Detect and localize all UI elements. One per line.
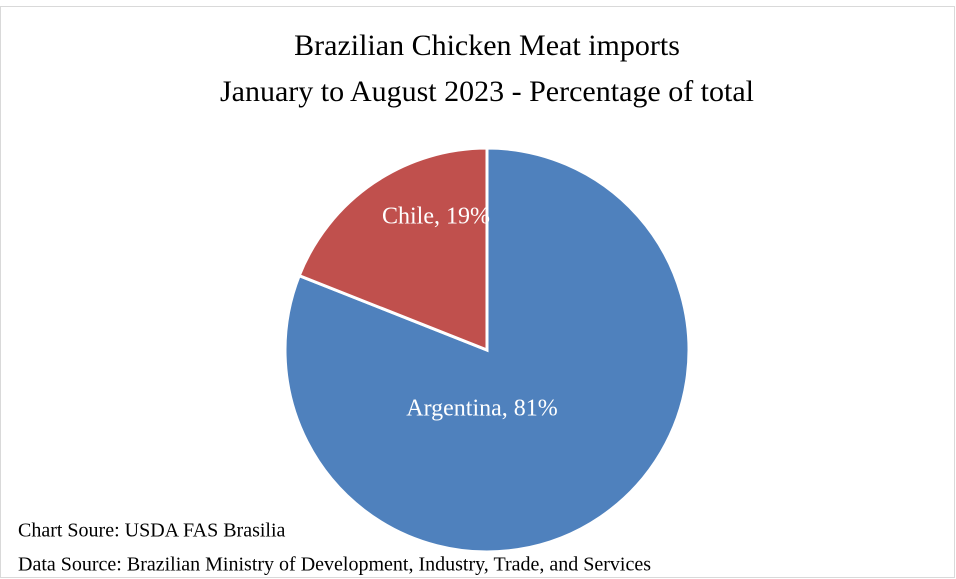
data-label: Chile, 19% (382, 204, 490, 230)
data-label: Argentina, 81% (406, 396, 558, 422)
chart-note: Chart Soure: USDA FAS Brasilia (18, 520, 286, 542)
chart-title: Brazilian Chicken Meat imports (294, 29, 680, 62)
chart-note: Data Source: Brazilian Ministry of Devel… (18, 554, 651, 576)
pie (283, 146, 691, 554)
pie-slice (297, 146, 489, 353)
chart-subtitle: January to August 2023 - Percentage of t… (220, 75, 754, 108)
